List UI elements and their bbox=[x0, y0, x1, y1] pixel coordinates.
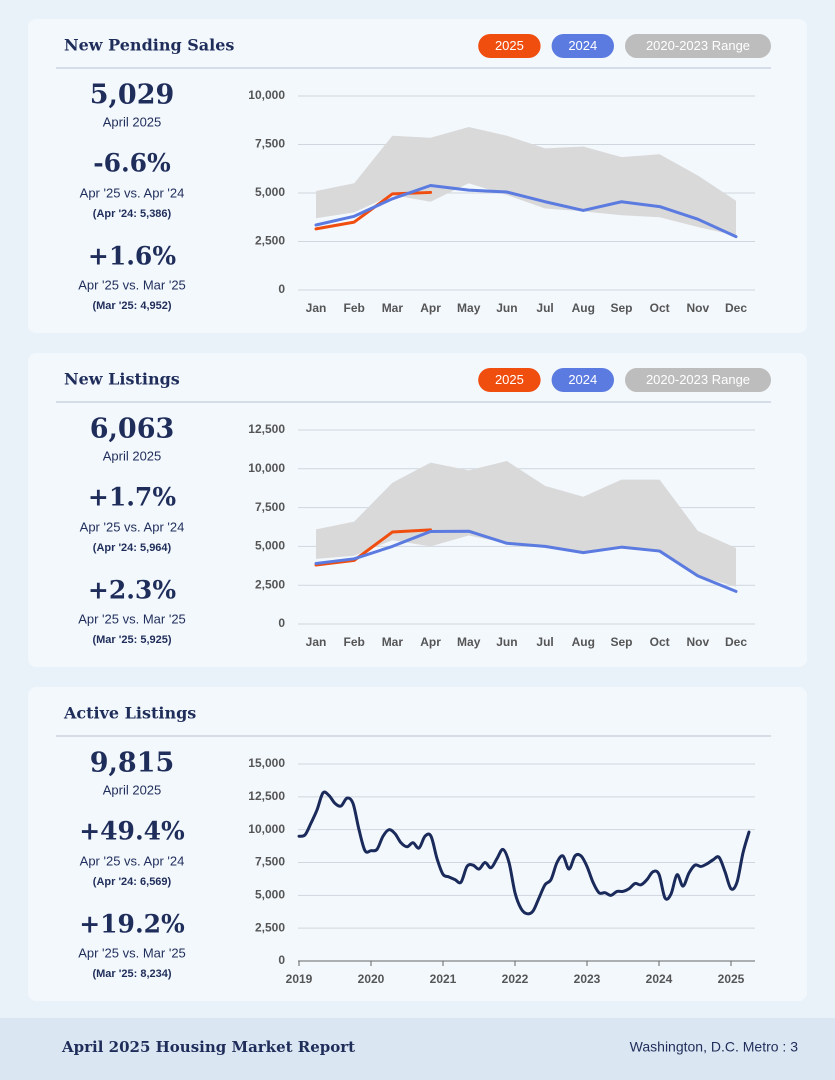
legend-label: 2020-2023 Range bbox=[646, 372, 750, 387]
y-tick-label: 12,500 bbox=[248, 789, 285, 803]
x-tick-label: Dec bbox=[725, 635, 747, 649]
panel-title: New Listings bbox=[64, 370, 180, 389]
x-tick-label: Mar bbox=[382, 635, 404, 649]
y-tick-label: 7,500 bbox=[255, 137, 285, 151]
x-tick-label: Jul bbox=[536, 301, 553, 315]
x-tick-label: 2023 bbox=[574, 972, 601, 986]
x-tick-label: Jun bbox=[496, 301, 517, 315]
x-tick-label: Apr bbox=[420, 635, 441, 649]
line-series bbox=[314, 528, 433, 567]
y-tick-label: 7,500 bbox=[255, 500, 285, 514]
y-tick-label: 5,000 bbox=[255, 539, 285, 553]
stat-compare: Apr '25 vs. Apr '24 bbox=[80, 519, 185, 534]
x-tick-label: Oct bbox=[650, 635, 670, 649]
x-tick-label: Jan bbox=[306, 301, 327, 315]
stat-change: +49.4% bbox=[79, 817, 185, 846]
legend-pill bbox=[625, 368, 771, 392]
y-tick-label: 0 bbox=[278, 282, 285, 296]
y-tick-label: 2,500 bbox=[255, 920, 285, 934]
line-series bbox=[314, 529, 738, 593]
y-tick-label: 10,000 bbox=[248, 88, 285, 102]
legend-label: 2024 bbox=[568, 372, 597, 387]
legend-label: 2024 bbox=[568, 38, 597, 53]
y-tick-label: 10,000 bbox=[248, 822, 285, 836]
stat-compare: Apr '25 vs. Mar '25 bbox=[78, 945, 186, 960]
stat-change: +2.3% bbox=[88, 576, 176, 605]
stat-period: April 2025 bbox=[103, 782, 162, 797]
x-tick-label: 2019 bbox=[286, 972, 313, 986]
line-series bbox=[314, 184, 738, 239]
x-tick-label: Nov bbox=[686, 635, 709, 649]
x-tick-label: 2021 bbox=[430, 972, 457, 986]
stat-change: +19.2% bbox=[79, 910, 185, 939]
range-band bbox=[316, 127, 736, 236]
y-tick-label: 7,500 bbox=[255, 855, 285, 869]
y-tick-label: 5,000 bbox=[255, 888, 285, 902]
y-tick-label: 5,000 bbox=[255, 185, 285, 199]
panel bbox=[28, 687, 807, 1001]
stat-reference: (Apr '24: 6,569) bbox=[93, 876, 172, 888]
y-tick-label: 2,500 bbox=[255, 234, 285, 248]
y-tick-label: 10,000 bbox=[248, 461, 285, 475]
x-tick-label: Feb bbox=[344, 301, 365, 315]
x-tick-label: Jul bbox=[536, 635, 553, 649]
stat-reference: (Mar '25: 4,952) bbox=[92, 300, 171, 312]
stat-change: +1.6% bbox=[88, 242, 176, 271]
x-tick-label: 2022 bbox=[502, 972, 529, 986]
x-tick-label: Oct bbox=[650, 301, 670, 315]
legend-pill bbox=[478, 368, 541, 392]
x-tick-label: Sep bbox=[610, 301, 632, 315]
y-tick-label: 12,500 bbox=[248, 422, 285, 436]
x-tick-label: May bbox=[457, 635, 481, 649]
stat-change: -6.6% bbox=[93, 149, 171, 178]
x-tick-label: Aug bbox=[572, 301, 595, 315]
stat-value: 5,029 bbox=[90, 80, 175, 111]
legend-pill bbox=[551, 34, 614, 58]
stat-value: 9,815 bbox=[90, 748, 175, 779]
x-tick-label: May bbox=[457, 301, 481, 315]
stat-compare: Apr '25 vs. Apr '24 bbox=[80, 185, 185, 200]
panel-title: New Pending Sales bbox=[64, 36, 234, 55]
stat-period: April 2025 bbox=[103, 448, 162, 463]
x-tick-label: Sep bbox=[610, 635, 632, 649]
stat-compare: Apr '25 vs. Mar '25 bbox=[78, 611, 186, 626]
x-tick-label: 2020 bbox=[358, 972, 385, 986]
stat-compare: Apr '25 vs. Apr '24 bbox=[80, 853, 185, 868]
stat-compare: Apr '25 vs. Mar '25 bbox=[78, 277, 186, 292]
stat-reference: (Apr '24: 5,386) bbox=[93, 208, 172, 220]
y-tick-label: 15,000 bbox=[248, 756, 285, 770]
stat-reference: (Apr '24: 5,964) bbox=[93, 542, 172, 554]
y-tick-label: 2,500 bbox=[255, 577, 285, 591]
legend-pill bbox=[478, 34, 541, 58]
x-tick-label: Dec bbox=[725, 301, 747, 315]
range-band bbox=[316, 461, 736, 587]
line-series bbox=[297, 790, 751, 916]
legend-label: 2025 bbox=[495, 372, 524, 387]
y-tick-label: 0 bbox=[278, 953, 285, 967]
x-tick-label: 2025 bbox=[718, 972, 745, 986]
footer-band bbox=[0, 1018, 835, 1080]
footer-location: Washington, D.C. Metro : 3 bbox=[630, 1039, 799, 1055]
legend-pill bbox=[551, 368, 614, 392]
x-tick-label: Aug bbox=[572, 635, 595, 649]
legend-pill bbox=[625, 34, 771, 58]
x-tick-label: Nov bbox=[686, 301, 709, 315]
footer-title: April 2025 Housing Market Report bbox=[61, 1038, 355, 1056]
x-tick-label: Jun bbox=[496, 635, 517, 649]
x-tick-label: Apr bbox=[420, 301, 441, 315]
y-tick-label: 0 bbox=[278, 616, 285, 630]
stat-value: 6,063 bbox=[90, 414, 175, 445]
stat-reference: (Mar '25: 5,925) bbox=[92, 634, 171, 646]
stat-period: April 2025 bbox=[103, 114, 162, 129]
stat-reference: (Mar '25: 8,234) bbox=[92, 968, 171, 980]
x-tick-label: Mar bbox=[382, 301, 404, 315]
x-tick-label: Feb bbox=[344, 635, 365, 649]
panel-title: Active Listings bbox=[63, 704, 196, 723]
legend-label: 2020-2023 Range bbox=[646, 38, 750, 53]
x-tick-label: Jan bbox=[306, 635, 327, 649]
x-tick-label: 2024 bbox=[646, 972, 673, 986]
legend-label: 2025 bbox=[495, 38, 524, 53]
stat-change: +1.7% bbox=[88, 483, 176, 512]
